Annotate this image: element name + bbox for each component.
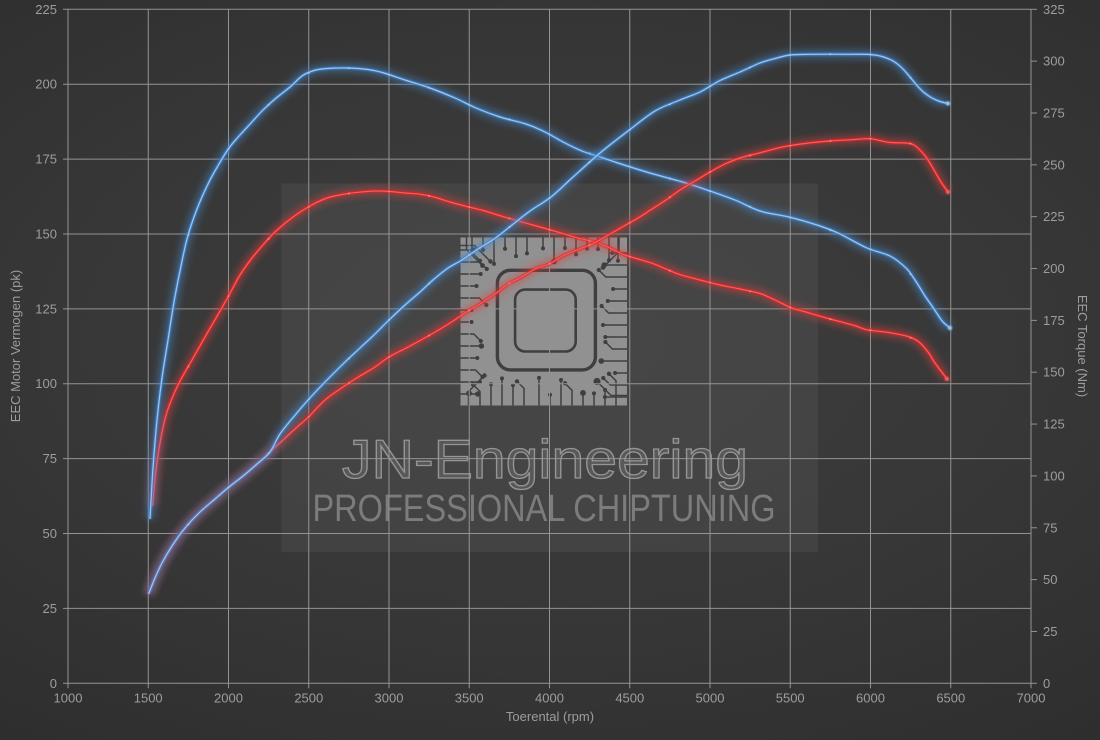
svg-text:3000: 3000 — [375, 690, 404, 705]
svg-text:125: 125 — [1043, 417, 1065, 432]
svg-text:100: 100 — [35, 376, 57, 391]
svg-text:Toerental (rpm): Toerental (rpm) — [506, 709, 594, 724]
svg-text:250: 250 — [1043, 157, 1065, 172]
svg-text:75: 75 — [43, 451, 57, 466]
svg-text:175: 175 — [1043, 313, 1065, 328]
svg-text:150: 150 — [35, 227, 57, 242]
svg-text:2500: 2500 — [294, 690, 323, 705]
svg-text:5000: 5000 — [696, 690, 725, 705]
svg-text:0: 0 — [50, 676, 57, 691]
svg-text:125: 125 — [35, 301, 57, 316]
svg-text:25: 25 — [1043, 624, 1057, 639]
svg-text:225: 225 — [35, 2, 57, 17]
svg-text:100: 100 — [1043, 468, 1065, 483]
svg-text:300: 300 — [1043, 54, 1065, 69]
svg-text:0: 0 — [1043, 676, 1050, 691]
svg-text:25: 25 — [43, 601, 57, 616]
svg-text:6000: 6000 — [856, 690, 885, 705]
svg-text:EEC Motor Vermogen (pk): EEC Motor Vermogen (pk) — [8, 270, 23, 422]
svg-text:3500: 3500 — [455, 690, 484, 705]
svg-text:PROFESSIONAL CHIPTUNING: PROFESSIONAL CHIPTUNING — [313, 488, 776, 530]
svg-text:1500: 1500 — [134, 690, 163, 705]
svg-text:50: 50 — [1043, 572, 1057, 587]
svg-text:175: 175 — [35, 152, 57, 167]
svg-text:6500: 6500 — [936, 690, 965, 705]
svg-text:200: 200 — [1043, 261, 1065, 276]
svg-text:JN-Engineering: JN-Engineering — [342, 428, 748, 490]
svg-text:50: 50 — [43, 526, 57, 541]
svg-text:1000: 1000 — [54, 690, 83, 705]
svg-text:4500: 4500 — [615, 690, 644, 705]
svg-text:225: 225 — [1043, 209, 1065, 224]
svg-text:EEC Torque (Nm): EEC Torque (Nm) — [1075, 295, 1090, 397]
svg-text:150: 150 — [1043, 365, 1065, 380]
svg-text:5500: 5500 — [776, 690, 805, 705]
svg-text:7000: 7000 — [1017, 690, 1046, 705]
svg-text:75: 75 — [1043, 520, 1057, 535]
svg-text:275: 275 — [1043, 106, 1065, 121]
svg-text:325: 325 — [1043, 2, 1065, 17]
svg-text:4000: 4000 — [535, 690, 564, 705]
svg-text:200: 200 — [35, 77, 57, 92]
svg-text:2000: 2000 — [214, 690, 243, 705]
